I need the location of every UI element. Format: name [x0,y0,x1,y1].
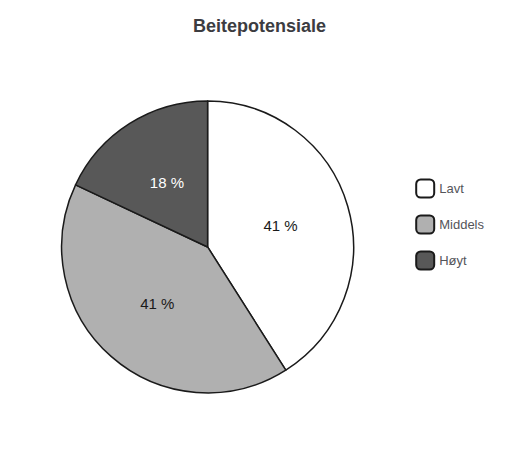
svg-text:41 %: 41 % [263,217,297,234]
svg-text:Lavt: Lavt [439,181,464,196]
svg-text:18 %: 18 % [150,174,184,191]
svg-text:41 %: 41 % [140,295,174,312]
svg-text:Beitepotensiale: Beitepotensiale [193,16,326,36]
svg-text:Høyt: Høyt [439,253,467,268]
svg-text:Middels: Middels [439,217,484,232]
